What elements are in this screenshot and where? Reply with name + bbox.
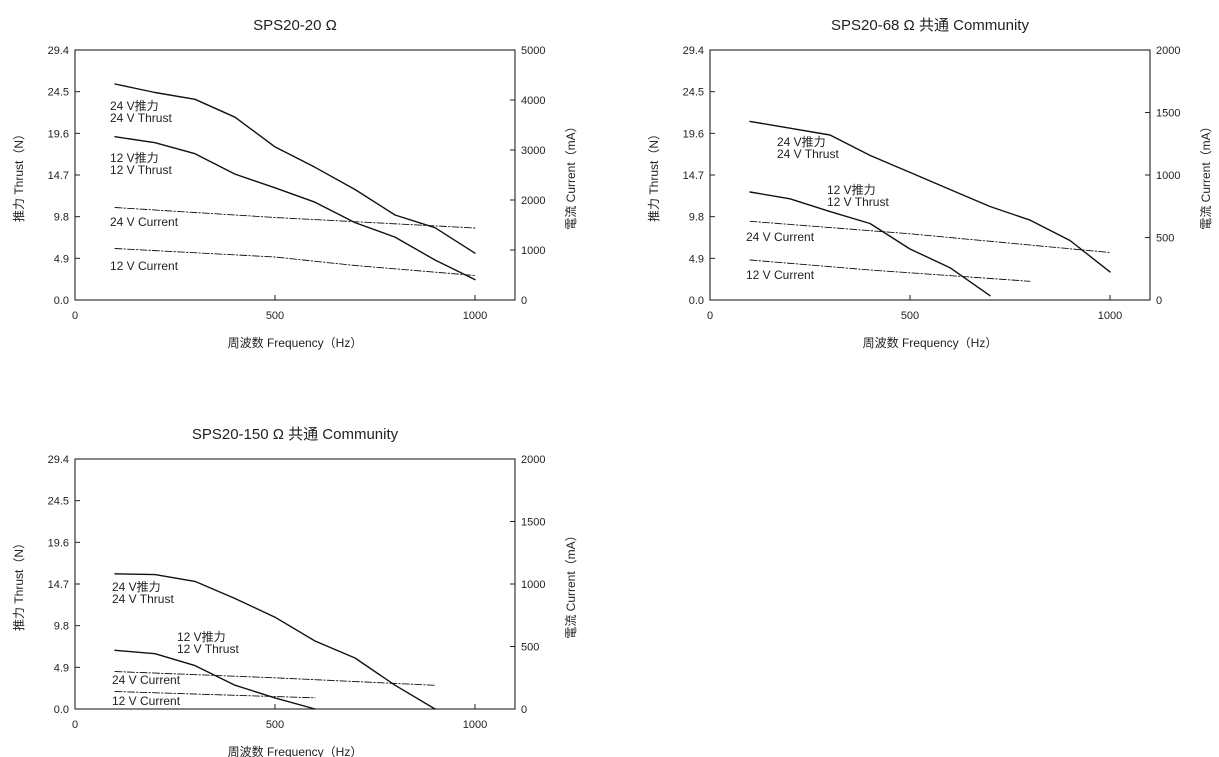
y2-tick-label: 1000 xyxy=(521,245,545,257)
y2-tick-label: 5000 xyxy=(521,45,545,57)
series-line-2 xyxy=(749,220,1111,253)
series-line-3 xyxy=(114,691,316,699)
x-tick-label: 500 xyxy=(901,310,919,322)
y-tick-label: 19.6 xyxy=(48,537,69,549)
y2-tick-label: 2000 xyxy=(1156,45,1180,57)
y-tick-label: 9.8 xyxy=(54,621,69,633)
series-line-0 xyxy=(114,573,436,710)
series-label: 24 V推力 xyxy=(777,135,826,149)
x-tick-label: 500 xyxy=(266,719,284,731)
series-label-en: 12 V Thrust xyxy=(827,195,889,209)
series-line-2 xyxy=(114,207,476,229)
series-label: 12 V推力 xyxy=(827,183,876,197)
series-label-en: 24 V Thrust xyxy=(777,147,839,161)
y-tick-label: 14.7 xyxy=(683,170,704,182)
y-tick-label: 24.5 xyxy=(48,496,69,508)
chart-sps20-20: SPS20-20 Ω 0.0 4.9 9.8 14.7 19.6 24.5 29.4 0 1000… xyxy=(0,0,600,360)
series-label: 12 V Current xyxy=(746,268,815,282)
y-tick-label: 14.7 xyxy=(48,579,69,591)
y-tick-label: 4.9 xyxy=(54,662,69,674)
y2-axis-label: 電流 Current（mA） xyxy=(1199,120,1213,229)
series-label-en: 24 V Thrust xyxy=(112,592,174,606)
x-tick-label: 0 xyxy=(72,310,78,322)
y2-axis-label: 電流 Current（mA） xyxy=(564,120,578,229)
chart-title: SPS20-68 Ω 共通 Community xyxy=(831,17,1029,34)
y2-tick-label: 0 xyxy=(1156,295,1162,307)
y-tick-label: 19.6 xyxy=(683,128,704,140)
series-label-en: 24 V Thrust xyxy=(110,111,172,125)
y2-tick-label: 1000 xyxy=(521,579,545,591)
chart-title: SPS20-20 Ω xyxy=(253,17,337,34)
y2-tick-label: 1000 xyxy=(1156,170,1180,182)
y-tick-label: 24.5 xyxy=(683,87,704,99)
x-axis-label: 周波数 Frequency（Hz） xyxy=(228,744,363,757)
series-line-3 xyxy=(114,248,476,276)
y-tick-label: 24.5 xyxy=(48,87,69,99)
y-tick-label: 0.0 xyxy=(54,295,69,307)
x-axis-label: 周波数 Frequency（Hz） xyxy=(863,335,998,350)
y-axis-label: 推力 Thrust（N） xyxy=(12,128,26,222)
series-label: 24 V Current xyxy=(110,215,179,229)
series-label: 24 V Current xyxy=(112,673,181,687)
series-line-1 xyxy=(114,135,476,281)
y2-tick-label: 1500 xyxy=(1156,108,1180,120)
y-tick-label: 9.8 xyxy=(689,212,704,224)
y-tick-label: 0.0 xyxy=(54,704,69,716)
chart-title: SPS20-150 Ω 共通 Community xyxy=(192,426,399,443)
y2-tick-label: 0 xyxy=(521,704,527,716)
chart-svg: SPS20-20 Ω 0.0 4.9 9.8 14.7 19.6 24.5 29.4 0 1000… xyxy=(12,17,578,350)
series-label-en: 12 V Thrust xyxy=(177,642,239,656)
y-axis-label: 推力 Thrust（N） xyxy=(12,537,26,631)
x-tick-label: 1000 xyxy=(1098,310,1122,322)
series-label: 24 V推力 xyxy=(110,99,159,113)
series-label: 24 V推力 xyxy=(112,580,161,594)
series-line-1 xyxy=(749,191,991,297)
series-label: 12 V Current xyxy=(112,694,181,708)
y-tick-label: 9.8 xyxy=(54,212,69,224)
x-tick-label: 0 xyxy=(72,719,78,731)
series-line-0 xyxy=(114,83,476,254)
series-line-0 xyxy=(749,120,1111,273)
chart-sps20-68: SPS20-68 Ω 共通 Community 0.0 4.9 9.8 14.7 19.6… xyxy=(635,0,1219,360)
series-label: 12 V Current xyxy=(110,259,179,273)
chart-svg: SPS20-150 Ω 共通 Community 0.0 4.9 9.8 14.7 19.… xyxy=(12,426,578,757)
y-tick-label: 0.0 xyxy=(689,295,704,307)
y2-tick-label: 1500 xyxy=(521,517,545,529)
y2-tick-label: 0 xyxy=(521,295,527,307)
y-tick-label: 29.4 xyxy=(48,454,69,466)
y-tick-label: 29.4 xyxy=(683,45,704,57)
y2-tick-label: 4000 xyxy=(521,95,545,107)
x-axis-label: 周波数 Frequency（Hz） xyxy=(228,335,363,350)
y2-tick-label: 2000 xyxy=(521,454,545,466)
x-tick-label: 500 xyxy=(266,310,284,322)
y2-tick-label: 3000 xyxy=(521,145,545,157)
y2-tick-label: 500 xyxy=(521,642,539,654)
y-tick-label: 19.6 xyxy=(48,128,69,140)
chart-sps20-150: SPS20-150 Ω 共通 Community 0.0 4.9 9.8 14.7 19.… xyxy=(0,409,600,757)
chart-svg: SPS20-68 Ω 共通 Community 0.0 4.9 9.8 14.7 19.6… xyxy=(647,17,1213,350)
series-label: 12 V推力 xyxy=(110,151,159,165)
x-tick-label: 1000 xyxy=(463,310,487,322)
y-tick-label: 29.4 xyxy=(48,45,69,57)
series-line-2 xyxy=(114,671,436,686)
series-label: 12 V推力 xyxy=(177,630,226,644)
y2-axis-label: 電流 Current（mA） xyxy=(564,529,578,638)
series-label-en: 12 V Thrust xyxy=(110,163,172,177)
y-tick-label: 4.9 xyxy=(54,253,69,265)
y2-tick-label: 500 xyxy=(1156,233,1174,245)
y-axis-label: 推力 Thrust（N） xyxy=(647,128,661,222)
y-tick-label: 4.9 xyxy=(689,253,704,265)
series-line-3 xyxy=(749,259,1031,282)
series-label: 24 V Current xyxy=(746,230,815,244)
y-tick-label: 14.7 xyxy=(48,170,69,182)
y2-tick-label: 2000 xyxy=(521,195,545,207)
x-tick-label: 0 xyxy=(707,310,713,322)
x-tick-label: 1000 xyxy=(463,719,487,731)
